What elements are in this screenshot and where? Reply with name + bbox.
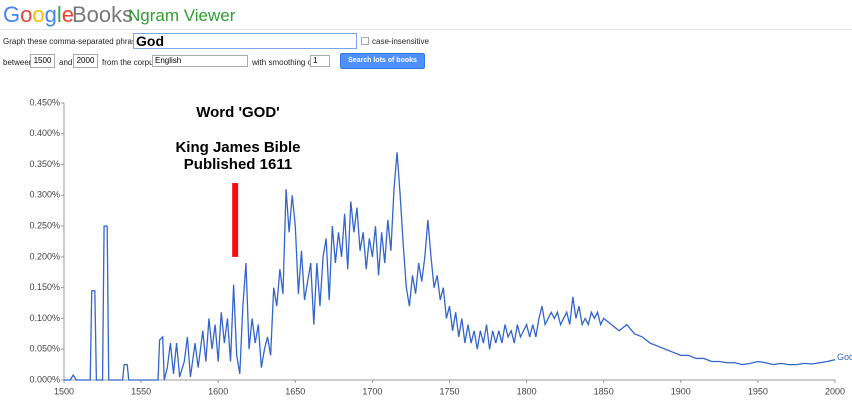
phrases-label: Graph these comma-separated phrases: (3, 37, 147, 46)
chart: Word 'GOD' King James Bible Published 16… (29, 97, 852, 396)
logo-letter: e (61, 2, 75, 27)
logo-letter: g (44, 2, 57, 27)
y-tick-label: 0.200% (29, 251, 60, 261)
y-tick-label: 0.350% (29, 159, 60, 169)
annotation: Published 1611 (184, 156, 292, 173)
end-year-input[interactable]: 2000 (73, 54, 98, 68)
logo-letter: o (20, 2, 33, 27)
y-tick-label: 0.450% (29, 97, 60, 107)
annotation: King James Bible (175, 139, 300, 156)
x-tick-label: 1600 (208, 386, 228, 396)
corpus-label: from the corpus (102, 58, 158, 67)
case-checkbox[interactable] (361, 37, 369, 45)
corpus-select[interactable]: English (152, 55, 248, 67)
logo-letter: l (56, 2, 62, 27)
y-tick-label: 0.000% (29, 374, 60, 384)
app-name: Ngram Viewer (128, 6, 236, 25)
logo-letter: G (3, 2, 21, 27)
y-tick-label: 0.150% (29, 282, 60, 292)
x-tick-label: 1800 (517, 386, 537, 396)
y-tick-label: 0.050% (29, 344, 60, 354)
x-tick-label: 1950 (748, 386, 768, 396)
and-label: and (59, 58, 73, 67)
x-tick-label: 1700 (362, 386, 382, 396)
product-name: Books (72, 2, 134, 27)
search-button[interactable]: Search lots of books (340, 53, 425, 69)
start-year-input[interactable]: 1500 (30, 54, 55, 68)
phrase-input[interactable]: God (133, 33, 357, 49)
series-label: God (837, 352, 852, 362)
annotation-marker (232, 183, 239, 257)
y-tick-label: 0.100% (29, 313, 60, 323)
x-tick-label: 1650 (285, 386, 305, 396)
y-tick-label: 0.300% (29, 190, 60, 200)
divider (0, 29, 852, 30)
x-tick-label: 1500 (54, 386, 74, 396)
x-tick-label: 1900 (671, 386, 691, 396)
smoothing-select[interactable]: 1 (310, 55, 330, 67)
between-label: between (3, 58, 34, 67)
y-tick-label: 0.400% (29, 128, 60, 138)
x-tick-label: 2000 (825, 386, 845, 396)
y-tick-label: 0.250% (29, 220, 60, 230)
series-line (64, 152, 836, 381)
logo: Google (3, 2, 74, 28)
x-tick-label: 1750 (439, 386, 459, 396)
smoothing-label: with smoothing of (252, 58, 315, 67)
x-tick-label: 1550 (131, 386, 151, 396)
logo-letter: o (32, 2, 45, 27)
annotation: Word 'GOD' (196, 104, 280, 121)
x-tick-label: 1850 (594, 386, 614, 396)
case-label: case-insensitive (372, 37, 429, 46)
